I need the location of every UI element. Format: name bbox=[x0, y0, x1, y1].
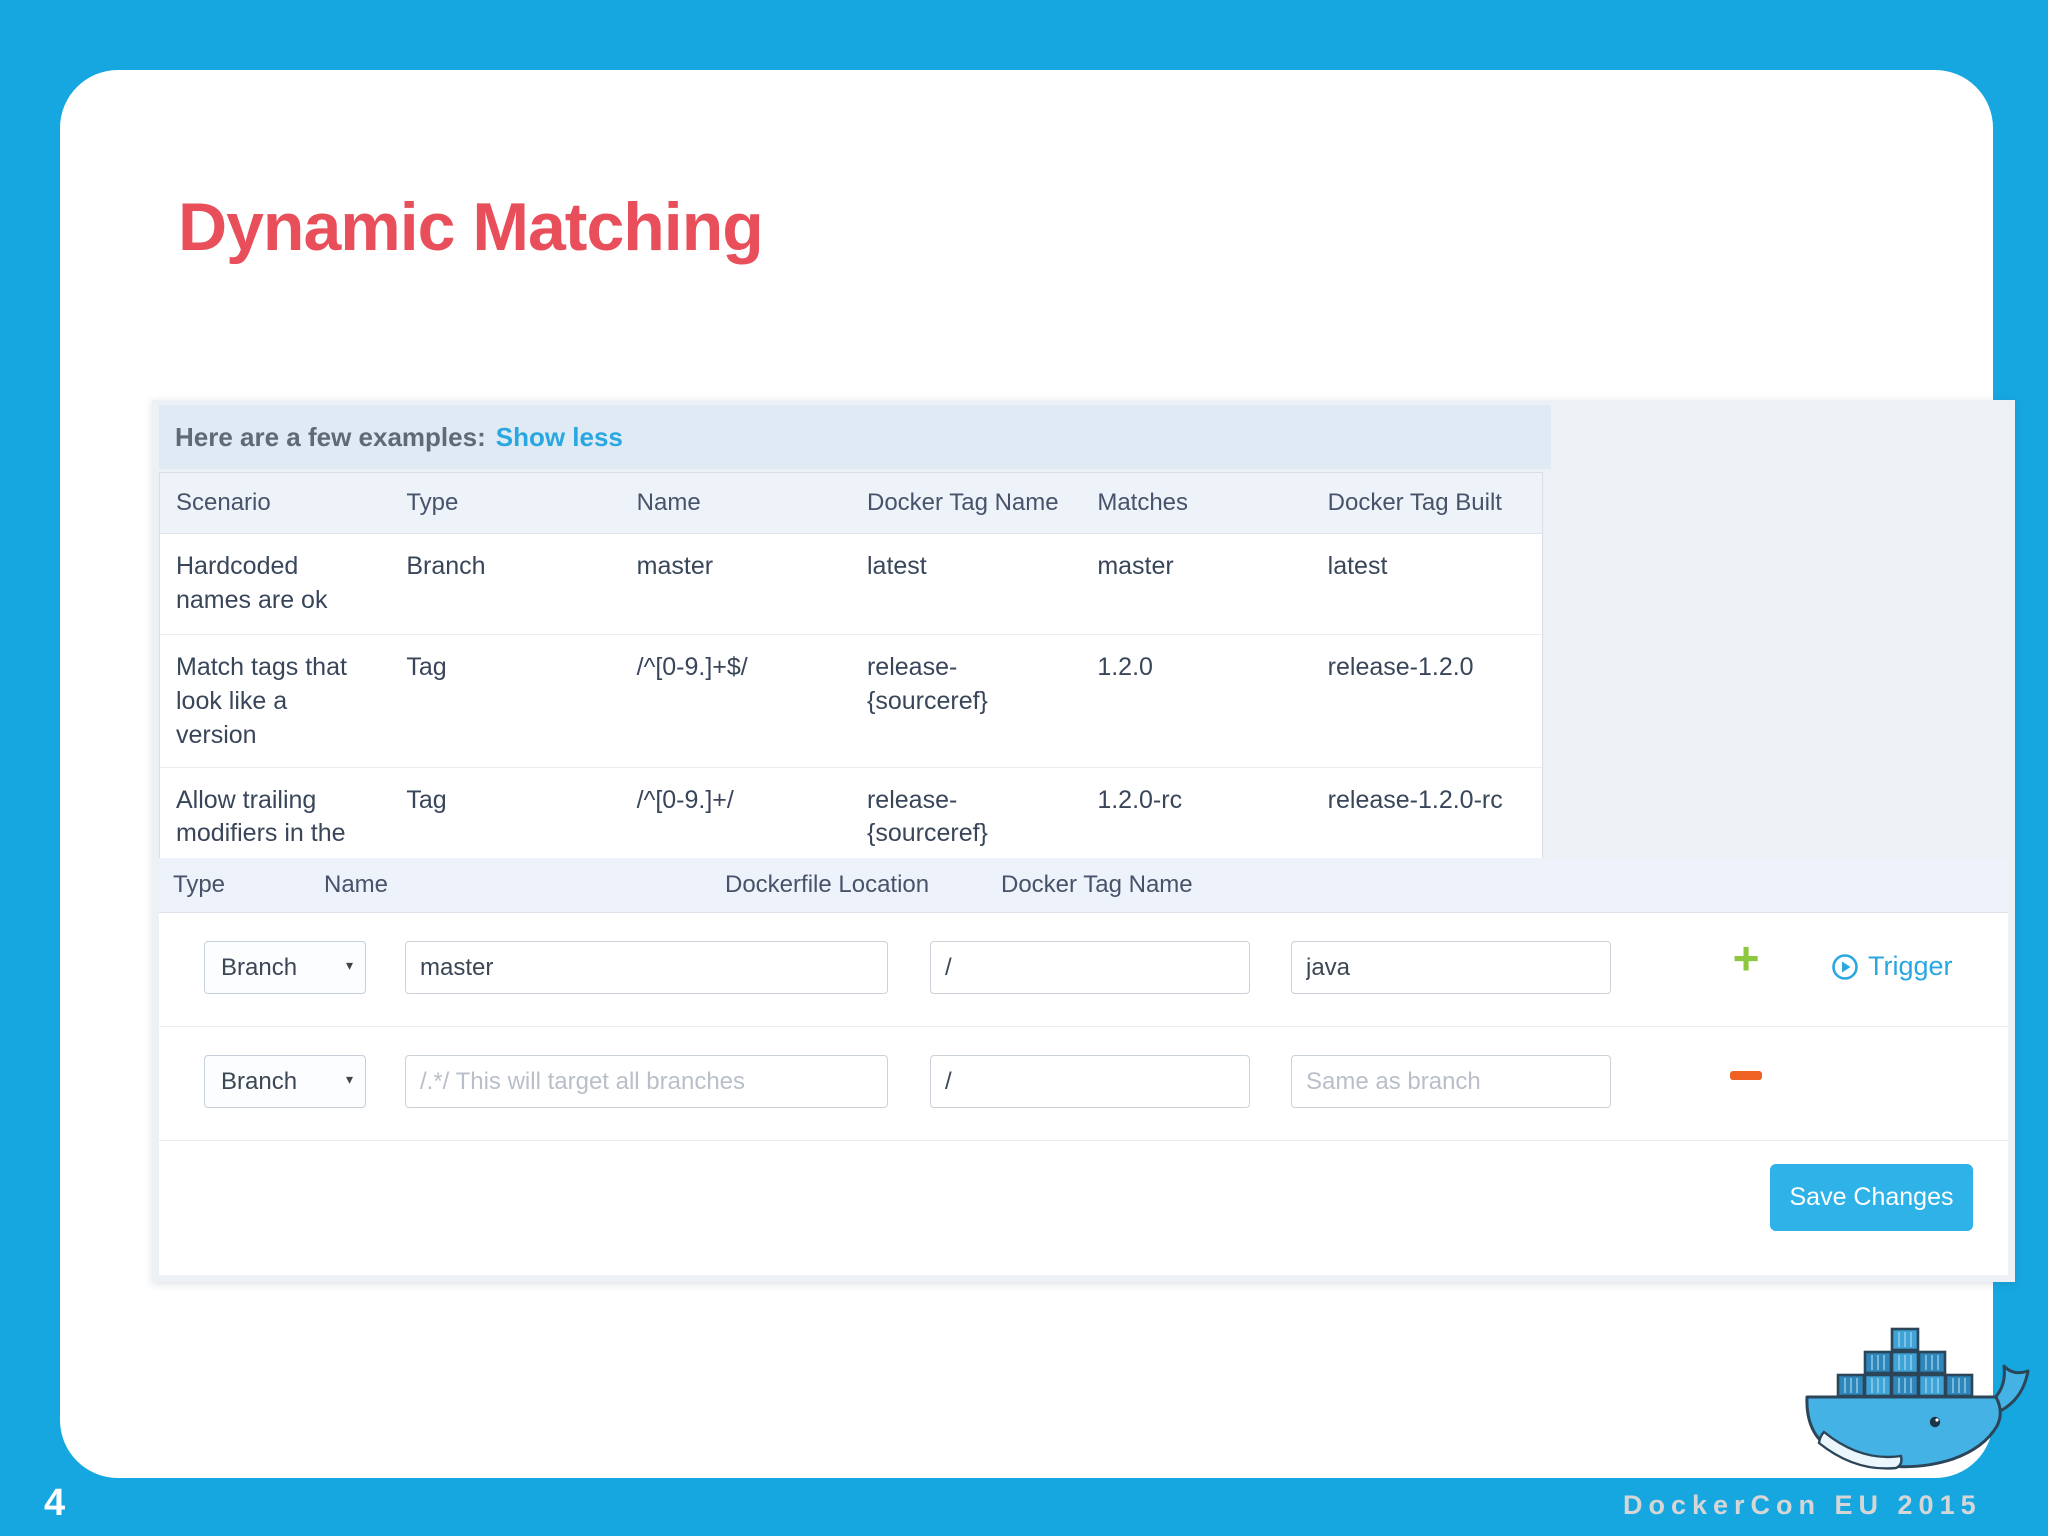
form-header-row: Type Name Dockerfile Location Docker Tag… bbox=[159, 858, 2008, 913]
type-select-value: Branch bbox=[221, 1067, 298, 1095]
dockerfile-location-input[interactable] bbox=[930, 1055, 1250, 1108]
cell-docker-tag-name: release-{sourceref} bbox=[866, 785, 988, 848]
cell-matches: 1.2.0-rc bbox=[1097, 785, 1183, 814]
automated-build-settings-panel: Here are a few examples: Show less Scena… bbox=[152, 400, 2015, 1282]
cell-name: /^[0-9.]+$/ bbox=[636, 653, 748, 682]
trigger-play-icon bbox=[1832, 953, 1858, 980]
cell-matches: master bbox=[1097, 552, 1174, 581]
docker-tag-name-input[interactable] bbox=[1291, 1055, 1611, 1108]
examples-header-text: Here are a few examples: bbox=[175, 421, 486, 452]
cell-scenario: Allow trailing modifiers in the tag bbox=[176, 785, 346, 882]
examples-table: Scenario Type Name Docker Tag Name Match… bbox=[159, 472, 1543, 900]
table-row: Match tags that look like a version Tag … bbox=[160, 635, 1542, 768]
cell-docker-tag-built: release-1.2.0-rc bbox=[1327, 785, 1503, 814]
name-input[interactable] bbox=[405, 941, 888, 994]
cell-type: Tag bbox=[406, 785, 447, 814]
type-select[interactable]: Branch ▾ bbox=[204, 941, 366, 994]
remove-rule-button[interactable] bbox=[1711, 1049, 1781, 1085]
form-col-dockerfile-location: Dockerfile Location bbox=[725, 871, 930, 898]
docker-tag-name-input[interactable] bbox=[1291, 941, 1611, 994]
trigger-label: Trigger bbox=[1868, 951, 1953, 981]
col-header-type: Type bbox=[406, 489, 459, 516]
build-rules-form: Type Name Dockerfile Location Docker Tag… bbox=[159, 858, 2008, 1275]
cell-matches: 1.2.0 bbox=[1097, 653, 1153, 682]
cell-docker-tag-built: latest bbox=[1327, 552, 1388, 581]
table-row: Hardcoded names are ok Branch master lat… bbox=[160, 534, 1542, 636]
form-col-name: Name bbox=[324, 871, 389, 898]
trigger-button[interactable]: Trigger bbox=[1831, 951, 1953, 982]
cell-docker-tag-name: latest bbox=[866, 552, 927, 581]
build-rule-row: Branch ▾ + Trigger bbox=[159, 913, 2008, 1027]
dockercon-footer-text: DockerCon EU 2015 bbox=[1623, 1490, 1982, 1520]
type-select[interactable]: Branch ▾ bbox=[204, 1055, 366, 1108]
dockerfile-location-input[interactable] bbox=[930, 941, 1250, 994]
col-header-name: Name bbox=[636, 489, 701, 516]
docker-whale-logo bbox=[1805, 1327, 2030, 1470]
type-select-value: Branch bbox=[221, 953, 298, 981]
slide-card: Dynamic Matching Here are a few examples… bbox=[60, 70, 2015, 1520]
form-col-type: Type bbox=[173, 871, 226, 898]
examples-header-bar: Here are a few examples: Show less bbox=[159, 405, 1551, 469]
cell-docker-tag-name: release-{sourceref} bbox=[866, 653, 988, 716]
cell-scenario: Match tags that look like a version bbox=[176, 653, 347, 749]
save-changes-button[interactable]: Save Changes bbox=[1770, 1164, 1973, 1231]
build-rule-row: Branch ▾ bbox=[159, 1027, 2008, 1141]
page-number: 4 bbox=[44, 1482, 66, 1524]
col-header-scenario: Scenario bbox=[176, 489, 271, 516]
name-input[interactable] bbox=[405, 1055, 888, 1108]
show-less-link[interactable]: Show less bbox=[495, 421, 623, 452]
table-row: Allow trailing modifiers in the tag Tag … bbox=[160, 768, 1542, 899]
cell-scenario: Hardcoded names are ok bbox=[176, 552, 328, 615]
examples-table-header-row: Scenario Type Name Docker Tag Name Match… bbox=[160, 473, 1542, 535]
col-header-matches: Matches bbox=[1097, 489, 1189, 516]
minus-icon bbox=[1730, 1071, 1762, 1080]
chevron-down-icon: ▾ bbox=[345, 1071, 353, 1087]
add-rule-button[interactable]: + bbox=[1711, 935, 1781, 981]
cell-type: Tag bbox=[406, 653, 447, 682]
cell-name: master bbox=[636, 552, 714, 581]
col-header-docker-tag-built: Docker Tag Built bbox=[1327, 489, 1502, 516]
cell-type: Branch bbox=[406, 552, 486, 581]
cell-docker-tag-built: release-1.2.0 bbox=[1327, 653, 1474, 682]
plus-icon: + bbox=[1732, 932, 1760, 984]
form-col-docker-tag-name: Docker Tag Name bbox=[1001, 871, 1193, 898]
page-title: Dynamic Matching bbox=[178, 189, 764, 265]
form-footer: Save Changes bbox=[159, 1141, 2008, 1275]
col-header-docker-tag-name: Docker Tag Name bbox=[866, 489, 1059, 516]
chevron-down-icon: ▾ bbox=[345, 957, 353, 973]
cell-name: /^[0-9.]+/ bbox=[636, 785, 734, 814]
